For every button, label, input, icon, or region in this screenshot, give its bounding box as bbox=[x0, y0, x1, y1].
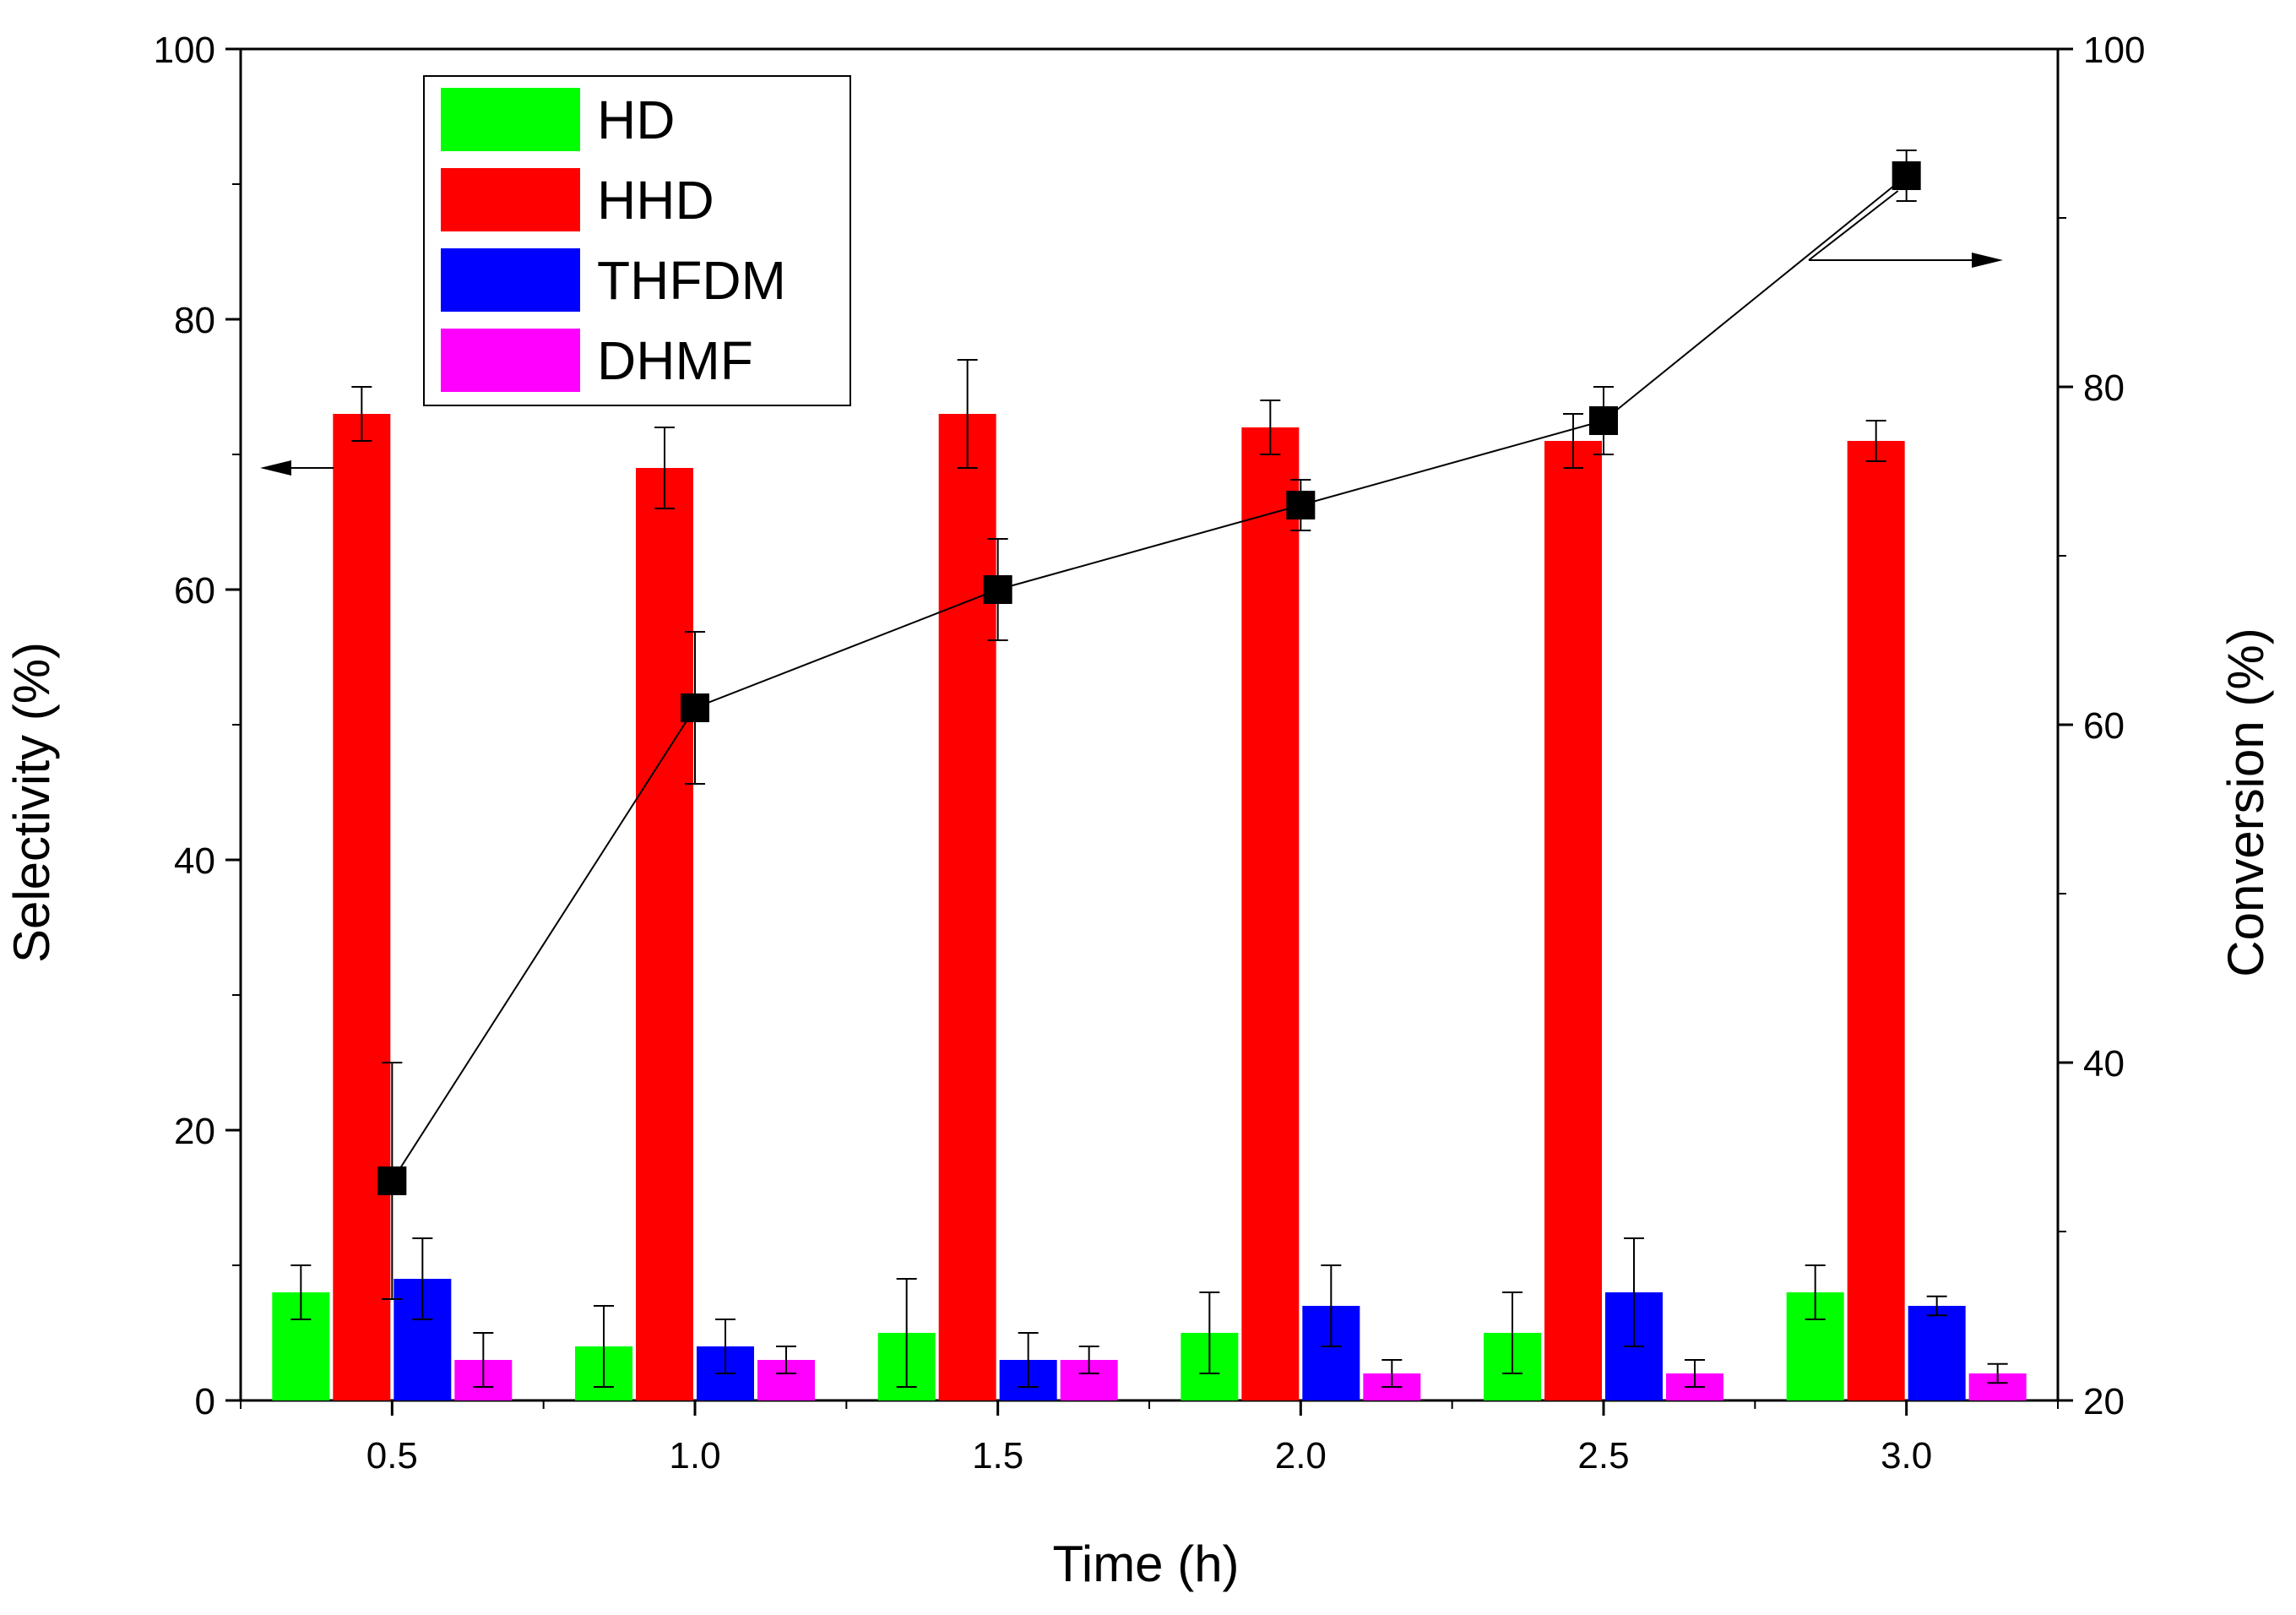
y2-tick-label: 40 bbox=[2083, 1043, 2125, 1085]
series-hd bbox=[272, 1264, 1844, 1400]
arrow-right-icon bbox=[1808, 190, 2003, 268]
error-bar-hhd bbox=[351, 386, 372, 442]
legend-label-thfdm: THFDM bbox=[597, 250, 786, 311]
bar-hhd[interactable] bbox=[333, 414, 391, 1400]
x-tick-label: 2.5 bbox=[1577, 1435, 1629, 1476]
y-tick-label: 80 bbox=[174, 300, 215, 341]
x-tick-label: 1.0 bbox=[669, 1435, 720, 1476]
bar-hhd[interactable] bbox=[1544, 441, 1602, 1400]
x-tick-label: 1.5 bbox=[972, 1435, 1023, 1476]
conversion-point[interactable] bbox=[1286, 491, 1316, 519]
error-bar-hd bbox=[896, 1278, 917, 1388]
conversion-point[interactable] bbox=[377, 1166, 407, 1195]
arrow-left-icon bbox=[260, 460, 334, 476]
y2-tick-label: 60 bbox=[2083, 705, 2125, 747]
error-bar-dhmf bbox=[1078, 1346, 1099, 1374]
x-tick-label: 0.5 bbox=[366, 1435, 418, 1476]
error-bar-dhmf bbox=[776, 1346, 796, 1374]
error-bar-hd bbox=[594, 1305, 614, 1388]
arrow-right-head bbox=[1972, 253, 2003, 268]
error-bar-dhmf bbox=[473, 1332, 494, 1388]
error-bar-hd bbox=[1199, 1291, 1220, 1374]
axes-group: 0 20 40 60 80 100 20 40 60 80 100 0.5 1.0 1.5 2.0 2.5 3.… bbox=[154, 30, 2146, 1476]
y-tick-label: 100 bbox=[154, 30, 215, 71]
conversion-point[interactable] bbox=[983, 575, 1012, 604]
error-bar-thfdm bbox=[1624, 1237, 1644, 1347]
conversion-point[interactable] bbox=[1892, 161, 1921, 190]
x-tick-label: 3.0 bbox=[1881, 1435, 1932, 1476]
y2-tick-label: 100 bbox=[2083, 30, 2145, 71]
error-bar-thfdm bbox=[715, 1319, 735, 1374]
y2-tick-label: 80 bbox=[2083, 367, 2125, 409]
arrow-left-head bbox=[260, 460, 291, 476]
series-dhmf bbox=[454, 1332, 2027, 1400]
legend-swatch-dhmf bbox=[441, 329, 580, 392]
conversion-line bbox=[391, 175, 1908, 1182]
arrow-right-connector bbox=[1808, 190, 1899, 261]
error-bar-thfdm bbox=[412, 1237, 433, 1320]
error-bar-thfdm bbox=[1018, 1332, 1039, 1388]
error-bar-hhd bbox=[1260, 400, 1281, 455]
x-axis-title: Time (h) bbox=[1052, 1536, 1239, 1592]
error-bar-hhd bbox=[1563, 413, 1583, 469]
error-bar-hd bbox=[1805, 1264, 1826, 1320]
legend-label-hd: HD bbox=[597, 90, 675, 150]
bar-hhd[interactable] bbox=[1241, 427, 1300, 1400]
error-bar-dhmf bbox=[1987, 1362, 2008, 1384]
error-bar-hhd bbox=[957, 359, 978, 469]
legend-swatch-thfdm bbox=[441, 248, 580, 312]
error-bar-hd bbox=[1502, 1291, 1523, 1374]
bar-hhd[interactable] bbox=[1847, 441, 1905, 1400]
error-bar-hhd bbox=[1865, 420, 1886, 462]
series-thfdm bbox=[394, 1237, 1966, 1400]
legend-swatch-hhd bbox=[441, 168, 580, 231]
legend-swatch-hd bbox=[441, 88, 580, 151]
y2-tick-label: 20 bbox=[2083, 1381, 2125, 1422]
conversion-line-group bbox=[260, 150, 2003, 1300]
error-bar-hd bbox=[290, 1264, 312, 1320]
y-tick-label: 0 bbox=[195, 1381, 215, 1422]
series-hhd bbox=[333, 359, 1905, 1400]
conversion-point[interactable] bbox=[1589, 406, 1618, 435]
error-bar-thfdm bbox=[1321, 1264, 1342, 1347]
y-tick-label: 60 bbox=[174, 570, 215, 612]
error-bar-dhmf bbox=[1381, 1359, 1403, 1388]
bar-thfdm[interactable] bbox=[1908, 1306, 1966, 1400]
y-tick-label: 40 bbox=[174, 840, 215, 882]
bar-hhd[interactable] bbox=[938, 414, 996, 1400]
x-tick-label: 2.0 bbox=[1275, 1435, 1327, 1476]
error-bar-hhd bbox=[654, 427, 675, 509]
error-bar-thfdm bbox=[1926, 1295, 1947, 1317]
y-axis-title: Selectivity (%) bbox=[3, 642, 60, 963]
legend: HD HHD THFDM DHMF bbox=[423, 75, 851, 406]
legend-label-dhmf: DHMF bbox=[597, 330, 753, 391]
bar-hhd[interactable] bbox=[636, 468, 693, 1400]
legend-label-hhd: HHD bbox=[597, 170, 714, 231]
y2-axis-title: Conversion (%) bbox=[2217, 628, 2274, 976]
conversion-point[interactable] bbox=[681, 693, 709, 722]
bar-series-group bbox=[272, 359, 2027, 1400]
error-bar-dhmf bbox=[1685, 1359, 1705, 1388]
y-tick-label: 20 bbox=[174, 1111, 215, 1152]
